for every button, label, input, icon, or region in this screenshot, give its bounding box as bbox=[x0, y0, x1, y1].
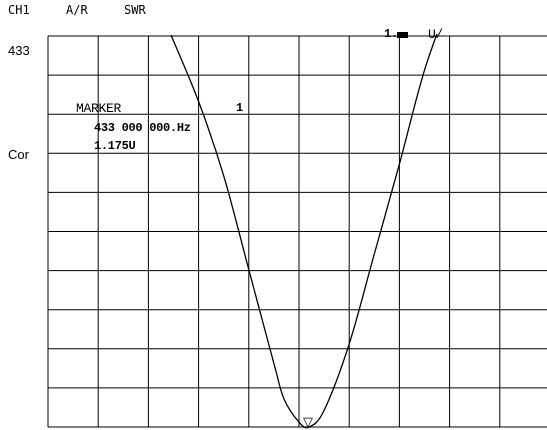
measurement-label: SWR bbox=[124, 3, 146, 17]
scale-unit: U/ bbox=[428, 27, 444, 42]
scale-value: 1. bbox=[384, 27, 398, 41]
swr-trace-0 bbox=[170, 34, 438, 429]
center-frequency-label: 433 bbox=[8, 43, 30, 58]
trace-marker-icon: ▽ bbox=[303, 415, 313, 430]
format-label: A/R bbox=[66, 3, 88, 17]
marker-title: MARKER bbox=[76, 101, 122, 116]
marker-frequency: 433 000 000.Hz bbox=[94, 121, 191, 135]
channel-label: CH1 bbox=[8, 3, 30, 17]
trace-layer: ▽ bbox=[170, 34, 438, 430]
marker-value: 1.175U bbox=[94, 139, 136, 153]
graticule bbox=[47, 35, 547, 428]
correction-label: Cor bbox=[8, 147, 29, 162]
marker-number: 1 bbox=[236, 101, 243, 115]
scale-value-block bbox=[397, 32, 408, 38]
